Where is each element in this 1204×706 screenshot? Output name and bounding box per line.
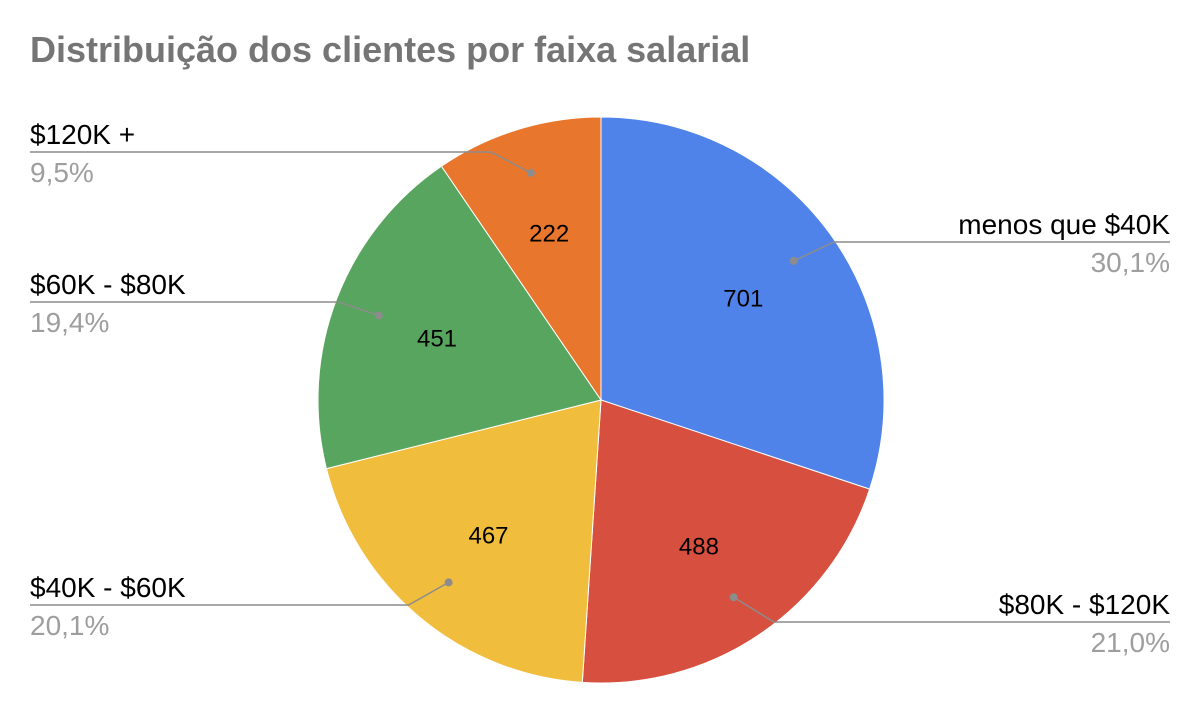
pie-slice-menos-que-40k (600, 116, 885, 490)
percent-label-menos-que-40k: 30,1% (1091, 247, 1170, 278)
percent-label-120k: 9,5% (30, 157, 94, 188)
pie-slices (317, 116, 885, 684)
percent-label-80k-120k: 21,0% (1091, 627, 1170, 658)
percent-label-40k-60k: 20,1% (30, 610, 109, 641)
percent-label-60k-80k: 19,4% (30, 307, 109, 338)
category-label-60k-80k: $60K - $80K (30, 269, 186, 300)
leader-line-menos-que-40k (793, 241, 1170, 262)
leader-dot-menos-que-40k (789, 256, 798, 265)
leader-line-60k-80k (30, 301, 380, 317)
category-label-120k: $120K + (30, 119, 135, 150)
value-label-60k-80k: 451 (417, 326, 457, 353)
pie-slice-40k-60k (325, 399, 602, 683)
category-label-40k-60k: $40K - $60K (30, 572, 186, 603)
value-label-menos-que-40k: 701 (723, 285, 763, 312)
value-labels: 701 488 467 451 222 (417, 220, 763, 560)
leader-dot-80k-120k (729, 593, 738, 602)
leader-dot-40k-60k (444, 578, 453, 587)
value-label-120k: 222 (529, 220, 569, 247)
chart-title: Distribuição dos clientes por faixa sala… (30, 29, 750, 70)
category-label-menos-que-40k: menos que $40K (958, 209, 1170, 240)
category-label-80k-120k: $80K - $120K (999, 589, 1171, 620)
pie-slice-80k-120k (581, 399, 871, 684)
leader-line-80k-120k (733, 596, 1170, 623)
leader-dot-60k-80k (374, 311, 383, 320)
pie-slice-60k-80k (317, 165, 602, 470)
leader-line-40k-60k (30, 581, 449, 606)
leader-line-120k (30, 151, 532, 174)
value-label-80k-120k: 488 (679, 534, 719, 561)
category-labels: menos que $40K 30,1% $80K - $120K 21,0% $40K… (30, 119, 1170, 658)
leader-dot-120k (526, 168, 535, 177)
pie-slice-120k (440, 116, 602, 402)
leader-lines (30, 151, 1170, 623)
value-label-40k-60k: 467 (468, 523, 508, 550)
